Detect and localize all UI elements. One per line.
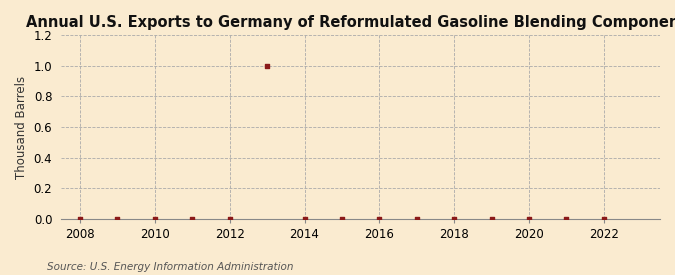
Point <box>75 216 86 221</box>
Point <box>449 216 460 221</box>
Point <box>561 216 572 221</box>
Point <box>299 216 310 221</box>
Point <box>374 216 385 221</box>
Point <box>149 216 160 221</box>
Y-axis label: Thousand Barrels: Thousand Barrels <box>15 75 28 178</box>
Point <box>262 64 273 68</box>
Point <box>486 216 497 221</box>
Point <box>524 216 535 221</box>
Title: Annual U.S. Exports to Germany of Reformulated Gasoline Blending Components: Annual U.S. Exports to Germany of Reform… <box>26 15 675 30</box>
Point <box>337 216 348 221</box>
Point <box>187 216 198 221</box>
Point <box>599 216 610 221</box>
Text: Source: U.S. Energy Information Administration: Source: U.S. Energy Information Administ… <box>47 262 294 272</box>
Point <box>224 216 235 221</box>
Point <box>411 216 422 221</box>
Point <box>112 216 123 221</box>
